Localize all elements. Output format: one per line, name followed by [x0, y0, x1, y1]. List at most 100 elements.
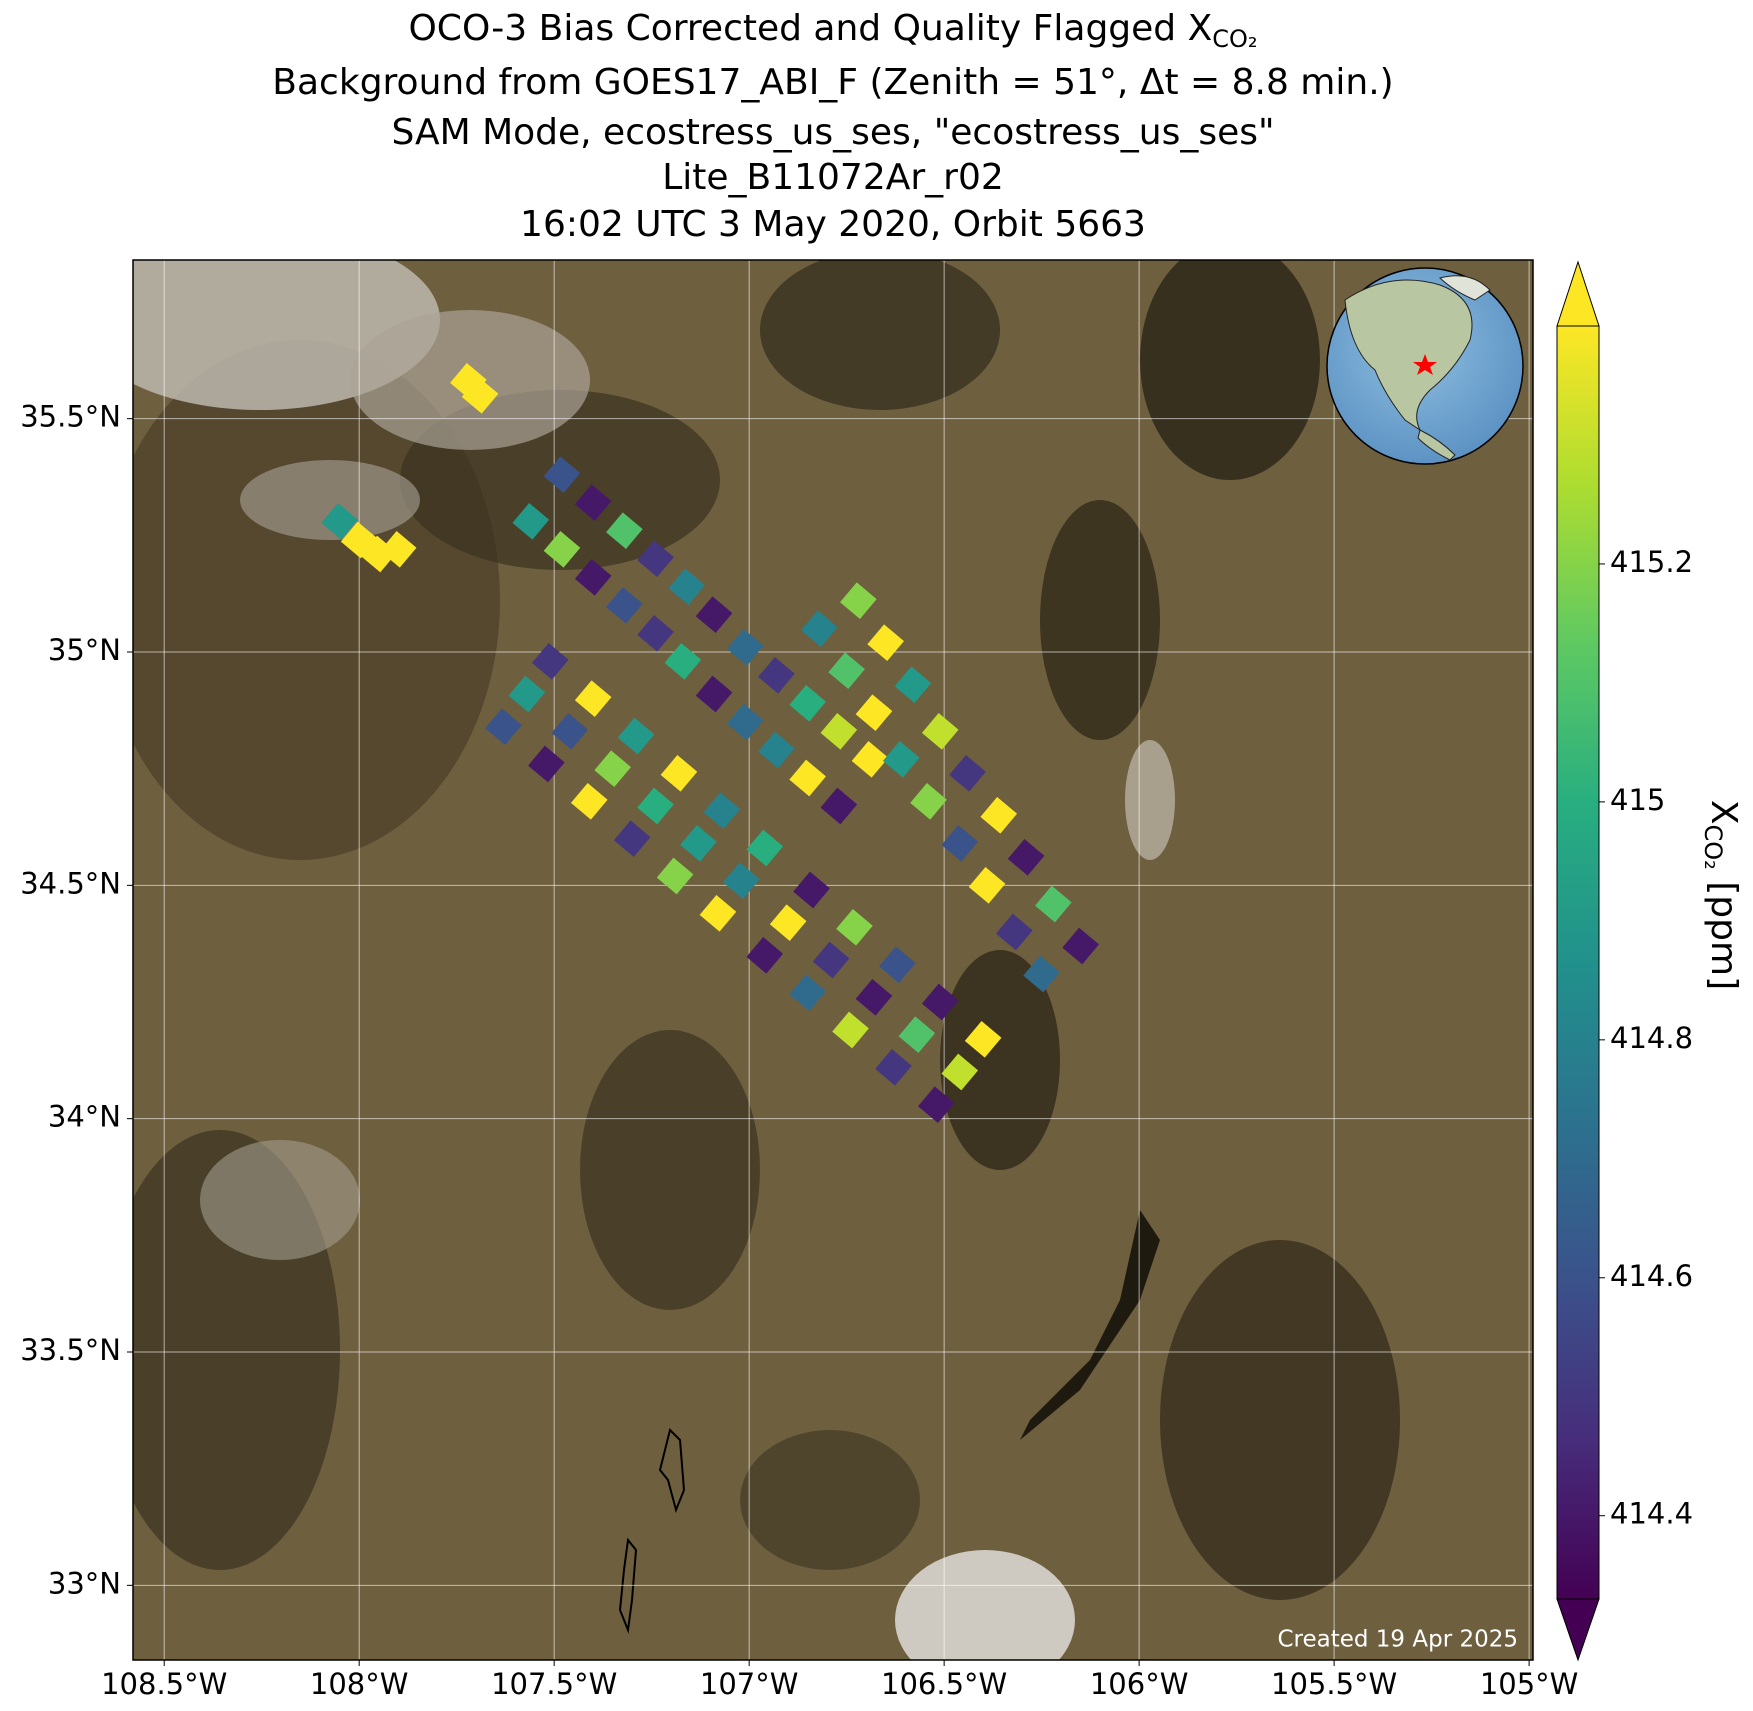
grid: 108.5°W 108°W 107.5°W 107°W 106.5°W 106°W 105.…	[20, 260, 1578, 1701]
sounding	[941, 1053, 979, 1091]
x-tick-label: 105°W	[1480, 1667, 1579, 1701]
sounding	[941, 825, 979, 862]
sounding	[574, 559, 612, 596]
sounding	[723, 862, 760, 899]
y-tick-label: 34.5°N	[20, 866, 121, 900]
sounding	[617, 717, 655, 755]
sounding	[543, 456, 581, 493]
sounding	[820, 787, 858, 825]
y-tick-label: 34°N	[48, 1100, 121, 1134]
sounding	[758, 657, 795, 694]
sounding	[637, 615, 674, 652]
sounding	[789, 759, 826, 797]
title-line: Lite_B11072Ar_r02	[662, 157, 1004, 198]
sounding	[543, 531, 581, 568]
x-tick-label: 107.5°W	[491, 1667, 617, 1701]
created-note: Created 19 Apr 2025	[1277, 1627, 1518, 1653]
sounding	[996, 913, 1033, 951]
sounding	[910, 783, 947, 820]
sounding	[637, 787, 674, 825]
sounding	[789, 685, 826, 722]
sounding	[1007, 839, 1045, 876]
sounding	[793, 871, 830, 909]
sounding	[898, 1016, 936, 1053]
sounding	[949, 755, 986, 792]
colorbar-label-symbol: X	[1703, 800, 1744, 825]
sounding	[606, 512, 643, 549]
titles: OCO-3 Bias Corrected and Quality Flagged…	[272, 8, 1393, 245]
sounding	[879, 946, 916, 983]
colorbar-bottom-extend	[1556, 1598, 1600, 1662]
sounding	[964, 1021, 1002, 1058]
title-line: OCO-3 Bias Corrected and Quality Flagged…	[408, 8, 1257, 53]
sounding	[820, 713, 858, 750]
sounding	[828, 652, 865, 689]
sounding	[637, 540, 674, 577]
sounding	[606, 587, 643, 624]
background-imagery	[133, 260, 1533, 1660]
y-tick-label: 35.5°N	[20, 400, 121, 434]
title-line: 16:02 UTC 3 May 2020, Orbit 5663	[520, 204, 1146, 245]
x-tick-label: 108°W	[310, 1667, 409, 1701]
sounding	[531, 643, 569, 680]
sounding	[1035, 885, 1072, 923]
sounding	[664, 643, 702, 680]
colorbar-label: XCO₂ [ppm]	[1699, 800, 1744, 990]
sounding	[855, 979, 893, 1016]
sounding	[570, 783, 608, 820]
title-subscript: CO₂	[1212, 25, 1257, 53]
sounding	[836, 909, 873, 946]
sounding	[1023, 955, 1060, 993]
colorbar-tick-label: 414.4	[1610, 1497, 1693, 1531]
sounding	[832, 1011, 869, 1049]
colorbar-tick-label: 414.6	[1610, 1259, 1693, 1293]
globe-inset	[1326, 267, 1524, 465]
sounding	[758, 731, 795, 769]
sounding	[485, 708, 522, 745]
sounding	[921, 983, 959, 1021]
sounding	[680, 825, 717, 862]
colorbar: 414.4 414.6 414.8 415 415.2 XCO₂ [ppm]	[1556, 260, 1744, 1662]
title-line: Background from GOES17_ABI_F (Zenith = 5…	[272, 62, 1393, 103]
sounding	[613, 820, 651, 857]
sounding	[769, 904, 807, 941]
title-line: SAM Mode, ecostress_us_ses, "ecostress_u…	[391, 112, 1274, 153]
x-tick-label: 105.5°W	[1271, 1667, 1397, 1701]
sounding	[668, 568, 706, 605]
soundings	[321, 363, 1099, 1123]
sounding	[695, 596, 733, 633]
sounding	[921, 713, 959, 750]
sounding	[703, 792, 741, 829]
title-text: Background from GOES17_ABI_F (Zenith = 5…	[272, 62, 1393, 103]
sounding	[512, 503, 550, 540]
sounding	[574, 680, 612, 717]
sounding	[699, 895, 737, 932]
sounding	[508, 675, 546, 713]
title-text: Lite_B11072Ar_r02	[662, 157, 1004, 198]
sounding	[812, 941, 850, 979]
sounding	[894, 666, 932, 703]
sounding	[867, 624, 904, 661]
y-tick-label: 33°N	[48, 1566, 121, 1600]
sounding	[746, 829, 784, 867]
sounding	[379, 531, 417, 568]
title-text: OCO-3 Bias Corrected and Quality Flagged…	[408, 8, 1212, 49]
sounding	[851, 741, 889, 778]
map-frame	[132, 259, 1534, 1661]
sounding	[594, 750, 631, 787]
sounding	[840, 582, 877, 619]
y-tick-label: 33.5°N	[20, 1333, 121, 1367]
sounding	[746, 937, 784, 974]
sounding	[461, 377, 499, 414]
sounding	[882, 741, 920, 778]
sounding	[918, 1086, 955, 1123]
x-tick-label: 106°W	[1090, 1667, 1189, 1701]
sounding	[789, 974, 826, 1011]
sounding	[968, 867, 1006, 904]
colorbar-body	[1556, 325, 1600, 1600]
y-tick-label: 35°N	[48, 633, 121, 667]
sounding	[980, 797, 1018, 834]
x-tick-label: 107°W	[700, 1667, 799, 1701]
sounding	[551, 713, 589, 750]
